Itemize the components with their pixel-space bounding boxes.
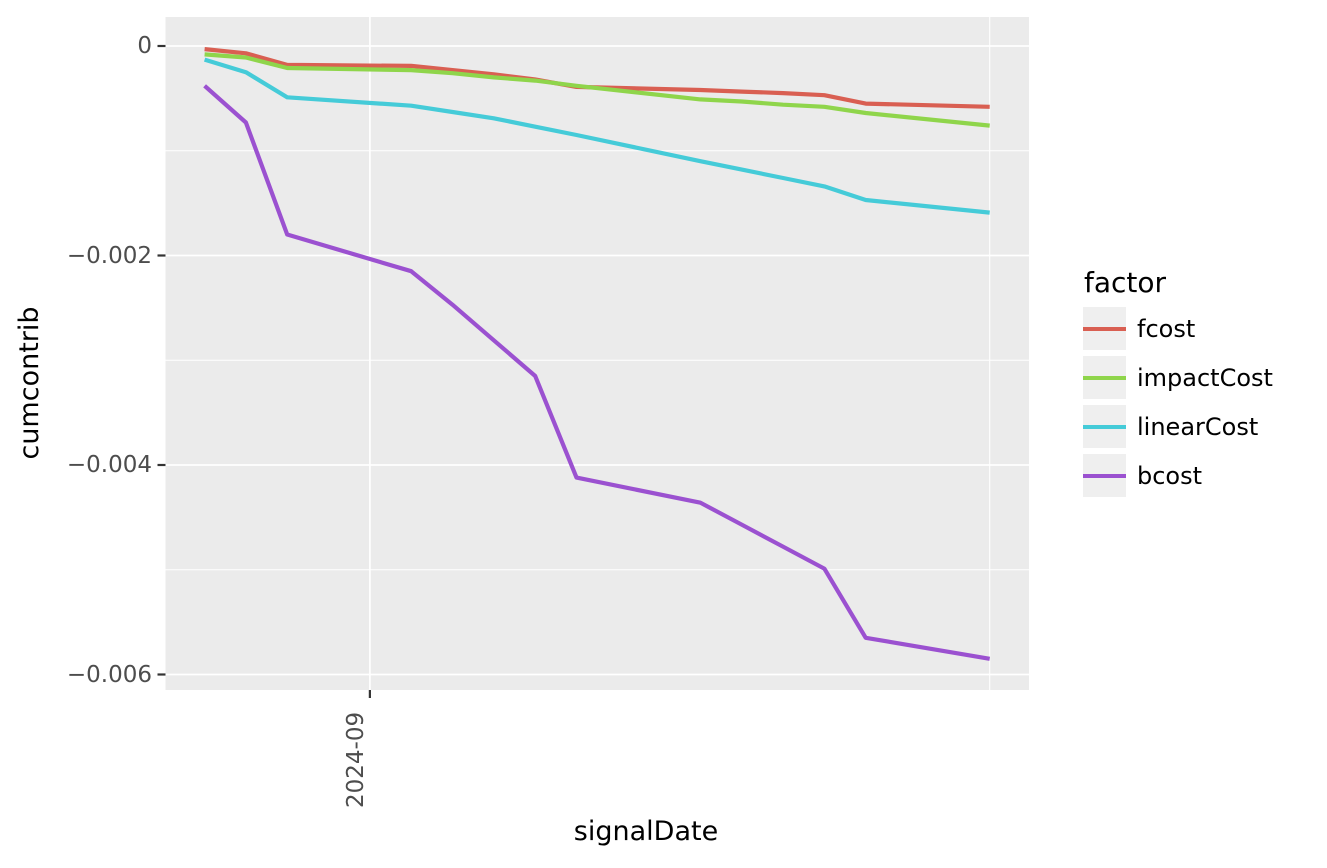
x-tick-label: 2024-09 [342, 711, 369, 808]
legend-key-line-fcost [1083, 326, 1126, 331]
y-tick-label: 0 [137, 33, 152, 59]
legend-key-impactCost [1083, 356, 1126, 399]
legend-label-fcost: fcost [1137, 314, 1196, 343]
legend-entries: fcost impactCost linearCost bcost [1083, 307, 1273, 497]
legend-key-line-bcost [1083, 473, 1126, 478]
y-tick-label: −0.004 [66, 452, 152, 478]
legend-entry-bcost: bcost [1083, 454, 1273, 497]
legend-key-linearCost [1083, 405, 1126, 448]
legend-label-linearCost: linearCost [1137, 412, 1259, 441]
series-line-impactCost [204, 52, 990, 128]
y-tick-label: −0.002 [66, 242, 152, 269]
legend-key-bcost [1083, 454, 1126, 497]
legend-entry-linearCost: linearCost [1083, 405, 1273, 448]
legend-key-fcost [1083, 307, 1126, 350]
series-line-bcost [203, 84, 991, 661]
x-axis-title: signalDate [573, 816, 719, 847]
legend-label-bcost: bcost [1137, 461, 1203, 490]
panel-background [165, 17, 1029, 690]
legend: factor fcost impactCost linearCost bcost [1083, 266, 1273, 503]
series-line-linearCost [203, 57, 990, 215]
legend-entry-fcost: fcost [1083, 307, 1273, 350]
y-axis-title: cumcontrib [14, 306, 45, 460]
legend-label-impactCost: impactCost [1137, 363, 1273, 392]
y-tick-label: −0.006 [66, 661, 152, 688]
legend-key-line-linearCost [1083, 424, 1126, 429]
legend-entry-impactCost: impactCost [1083, 356, 1273, 399]
legend-key-line-impactCost [1083, 375, 1126, 380]
legend-title: factor [1084, 266, 1167, 299]
